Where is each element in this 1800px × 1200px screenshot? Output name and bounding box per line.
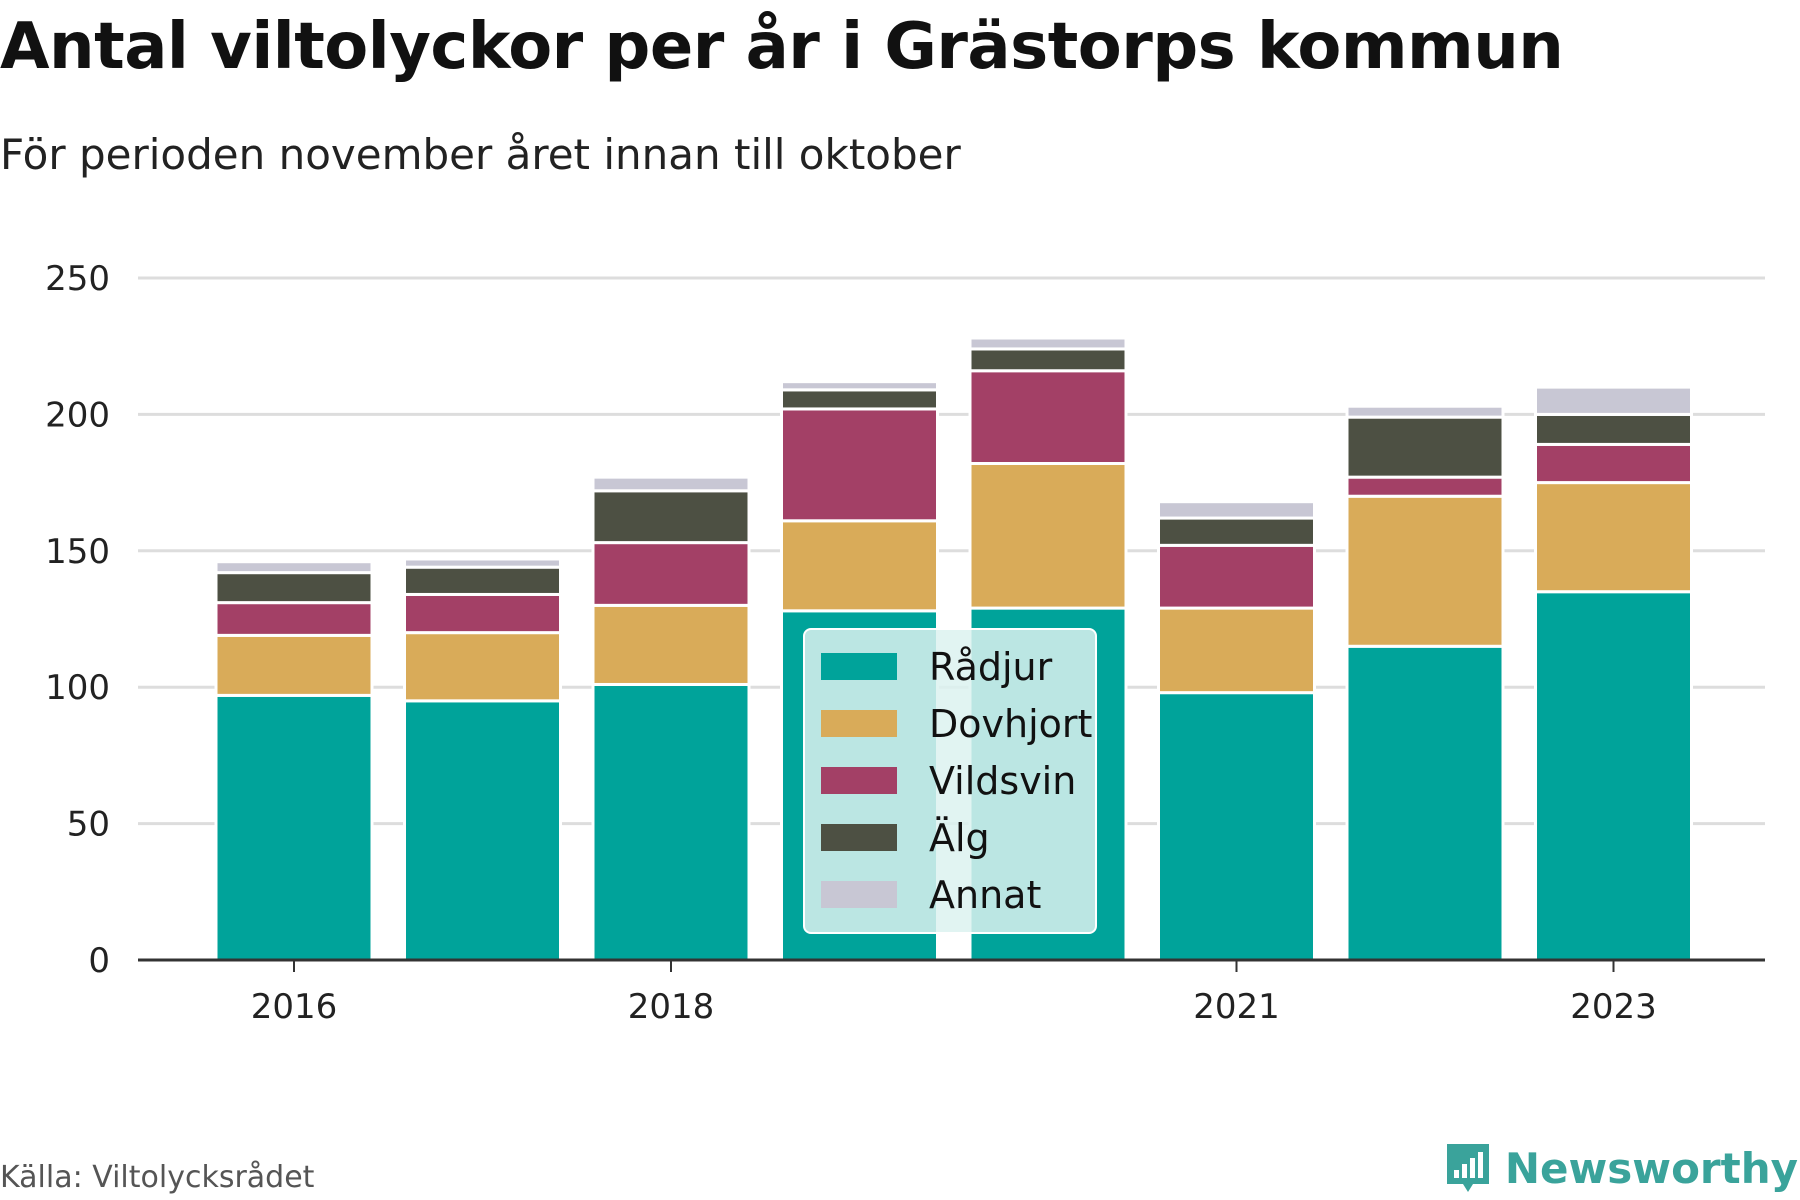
- legend-item: Dovhjort: [821, 695, 1095, 752]
- bar-segment: [591, 475, 751, 493]
- bar-segment: [591, 682, 751, 962]
- legend-swatch: [821, 767, 897, 794]
- y-tick-label: 250: [45, 259, 110, 299]
- y-tick-label: 100: [45, 668, 110, 708]
- legend-swatch: [821, 824, 897, 851]
- bar-segment: [403, 557, 562, 569]
- legend-swatch: [821, 653, 897, 680]
- chart-title: Antal viltolyckor per år i Grästorps kom…: [0, 10, 1564, 84]
- bar-segment: [1534, 442, 1693, 485]
- legend-swatch: [821, 881, 897, 908]
- x-tick-label: 2021: [1193, 987, 1280, 1027]
- bar-segment: [403, 565, 562, 596]
- bar-segment: [968, 462, 1128, 610]
- bar-segment: [214, 633, 374, 697]
- bar-segment: [214, 693, 374, 962]
- bar-segment: [780, 519, 939, 613]
- bar-segment: [1345, 475, 1505, 498]
- bar-segment: [1534, 481, 1693, 594]
- bar-segment: [1345, 494, 1505, 648]
- bar-segment: [780, 407, 939, 523]
- x-tick-label: 2023: [1570, 987, 1657, 1027]
- bar-segment: [968, 336, 1128, 351]
- legend-item: Vildsvin: [821, 752, 1095, 809]
- bar-segment: [1345, 644, 1505, 962]
- y-tick-label: 200: [45, 395, 110, 435]
- bar-segment: [591, 541, 751, 607]
- y-tick-label: 150: [45, 532, 110, 572]
- y-tick-label: 0: [88, 941, 110, 981]
- legend-swatch: [821, 710, 897, 737]
- chart-subtitle: För perioden november året innan till ok…: [0, 130, 961, 179]
- bar-segment: [1345, 415, 1505, 479]
- y-tick-label: 50: [67, 805, 110, 845]
- legend-label: Dovhjort: [929, 701, 1093, 746]
- bar-segment: [591, 603, 751, 686]
- bar-segment: [214, 601, 374, 637]
- newsworthy-logo-icon: [1446, 1144, 1489, 1192]
- chart-legend: Rådjur Dovhjort Vildsvin Älg Annat: [803, 628, 1097, 934]
- bar-segment: [1157, 500, 1316, 520]
- legend-label: Älg: [929, 815, 990, 860]
- bar-segment: [1534, 385, 1693, 416]
- legend-label: Rådjur: [929, 644, 1053, 689]
- bar-segment: [780, 388, 939, 411]
- brand-name: Newsworthy: [1504, 1143, 1798, 1193]
- bar-segment: [403, 631, 562, 703]
- bar-segment: [1534, 412, 1693, 446]
- legend-label: Annat: [929, 872, 1042, 917]
- bar-segment: [1157, 691, 1316, 962]
- bar-segment: [968, 369, 1128, 466]
- bar-segment: [403, 592, 562, 635]
- x-tick-label: 2018: [628, 987, 715, 1027]
- legend-label: Vildsvin: [929, 758, 1077, 803]
- x-tick-label: 2016: [251, 987, 338, 1027]
- bar-segment: [968, 347, 1128, 373]
- legend-item: Älg: [821, 809, 1095, 866]
- bar-segment: [1157, 543, 1316, 610]
- legend-item: Annat: [821, 866, 1095, 923]
- bar-segment: [780, 380, 939, 392]
- bar-segment: [214, 560, 374, 575]
- bar-segment: [403, 699, 562, 962]
- bar-segment: [591, 489, 751, 545]
- bar-segment: [1157, 516, 1316, 547]
- source-note: Källa: Viltolycksrådet: [0, 1160, 315, 1195]
- bar-segment: [1345, 404, 1505, 419]
- legend-item: Rådjur: [821, 638, 1095, 695]
- bar-segment: [1534, 590, 1693, 962]
- bar-segment: [1157, 606, 1316, 695]
- bar-segment: [214, 571, 374, 605]
- brand-logo: Newsworthy: [1443, 1140, 1798, 1196]
